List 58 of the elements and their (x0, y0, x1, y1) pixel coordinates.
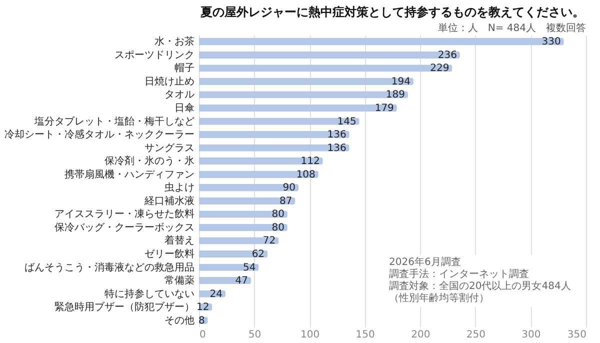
y-tick-label: ばんそうこう・消毒液などの救急用品 (24, 261, 194, 274)
annotation: 調査対象：全国の20代以上の男女484人 (389, 281, 571, 292)
data-label: 54 (242, 262, 256, 274)
x-tick-label: 350 (567, 330, 586, 340)
y-tick-label: 水・お茶 (154, 36, 194, 48)
x-tick-label: 300 (522, 330, 541, 340)
y-tick-label: 緊急時用ブザー（防犯ブザー） (54, 301, 194, 314)
data-label: 108 (296, 169, 316, 180)
data-label: 80 (272, 209, 284, 220)
data-label: 62 (252, 249, 265, 260)
data-label: 145 (337, 116, 356, 128)
data-label: 136 (327, 142, 346, 154)
y-tick-label: 常備薬 (164, 274, 194, 287)
y-tick-label: 冷却シート・冷感タオル・ネッククーラー (4, 128, 194, 141)
y-tick-label: アイススラリー・凍らせた飲料 (54, 208, 194, 220)
data-label: 136 (327, 130, 346, 141)
data-label: 179 (374, 103, 394, 114)
y-tick-label: 虫よけ (164, 182, 194, 194)
x-tick-label: 200 (411, 330, 430, 340)
data-label: 80 (272, 222, 284, 234)
x-tick-label: 100 (300, 330, 320, 340)
y-tick-label: 塩分タブレット・塩飴・梅干しなど (34, 115, 194, 128)
data-label: 112 (300, 156, 320, 168)
x-tick-label: 0 (200, 330, 206, 340)
data-label: 90 (282, 182, 296, 194)
y-tick-label: 帽子 (174, 62, 194, 74)
y-tick-label: 携帯扇風機・ハンディファン (64, 168, 194, 180)
data-label: 87 (279, 196, 292, 207)
data-label: 330 (542, 36, 561, 48)
annotation: 2026年6月調査 (389, 257, 462, 268)
x-tick-label: 250 (466, 330, 486, 340)
data-label: 72 (262, 236, 276, 247)
y-tick-label: ゼリー飲料 (144, 248, 194, 260)
y-tick-label: 着替え (164, 234, 194, 247)
data-label: 47 (235, 276, 248, 287)
y-tick-label: 保冷バッグ・クーラーボックス (54, 221, 194, 234)
x-tick-label: 150 (356, 330, 375, 340)
y-tick-label: 日焼け止め (144, 75, 194, 88)
data-label: 229 (430, 63, 450, 74)
data-label: 12 (196, 302, 210, 314)
x-tick-label: 50 (248, 330, 262, 340)
data-label: 194 (391, 76, 411, 88)
y-tick-label: 特に持参していない (104, 288, 194, 300)
annotation: 調査手法：インターネット調査 (389, 269, 530, 280)
y-tick-label: タオル (164, 90, 194, 101)
y-tick-label: その他 (164, 314, 194, 326)
chart-title: 夏の屋外レジャーに熱中症対策として持参するものを教えてください。 (200, 5, 584, 19)
data-label: 8 (198, 315, 205, 326)
y-tick-label: スポーツドリンク (114, 50, 194, 61)
data-label: 24 (210, 288, 223, 300)
y-tick-label: 経口補水液 (144, 194, 194, 207)
data-label: 236 (438, 50, 457, 61)
annotation: （性別年齢均等割付） (389, 293, 490, 305)
text: 単位：人 N= 484人 複数回答 (438, 22, 586, 35)
y-tick-label: サングラス (144, 142, 194, 154)
data-label: 189 (386, 90, 405, 101)
y-tick-label: 日傘 (174, 102, 194, 114)
y-tick-label: 保冷剤・氷のう・氷 (104, 155, 194, 168)
